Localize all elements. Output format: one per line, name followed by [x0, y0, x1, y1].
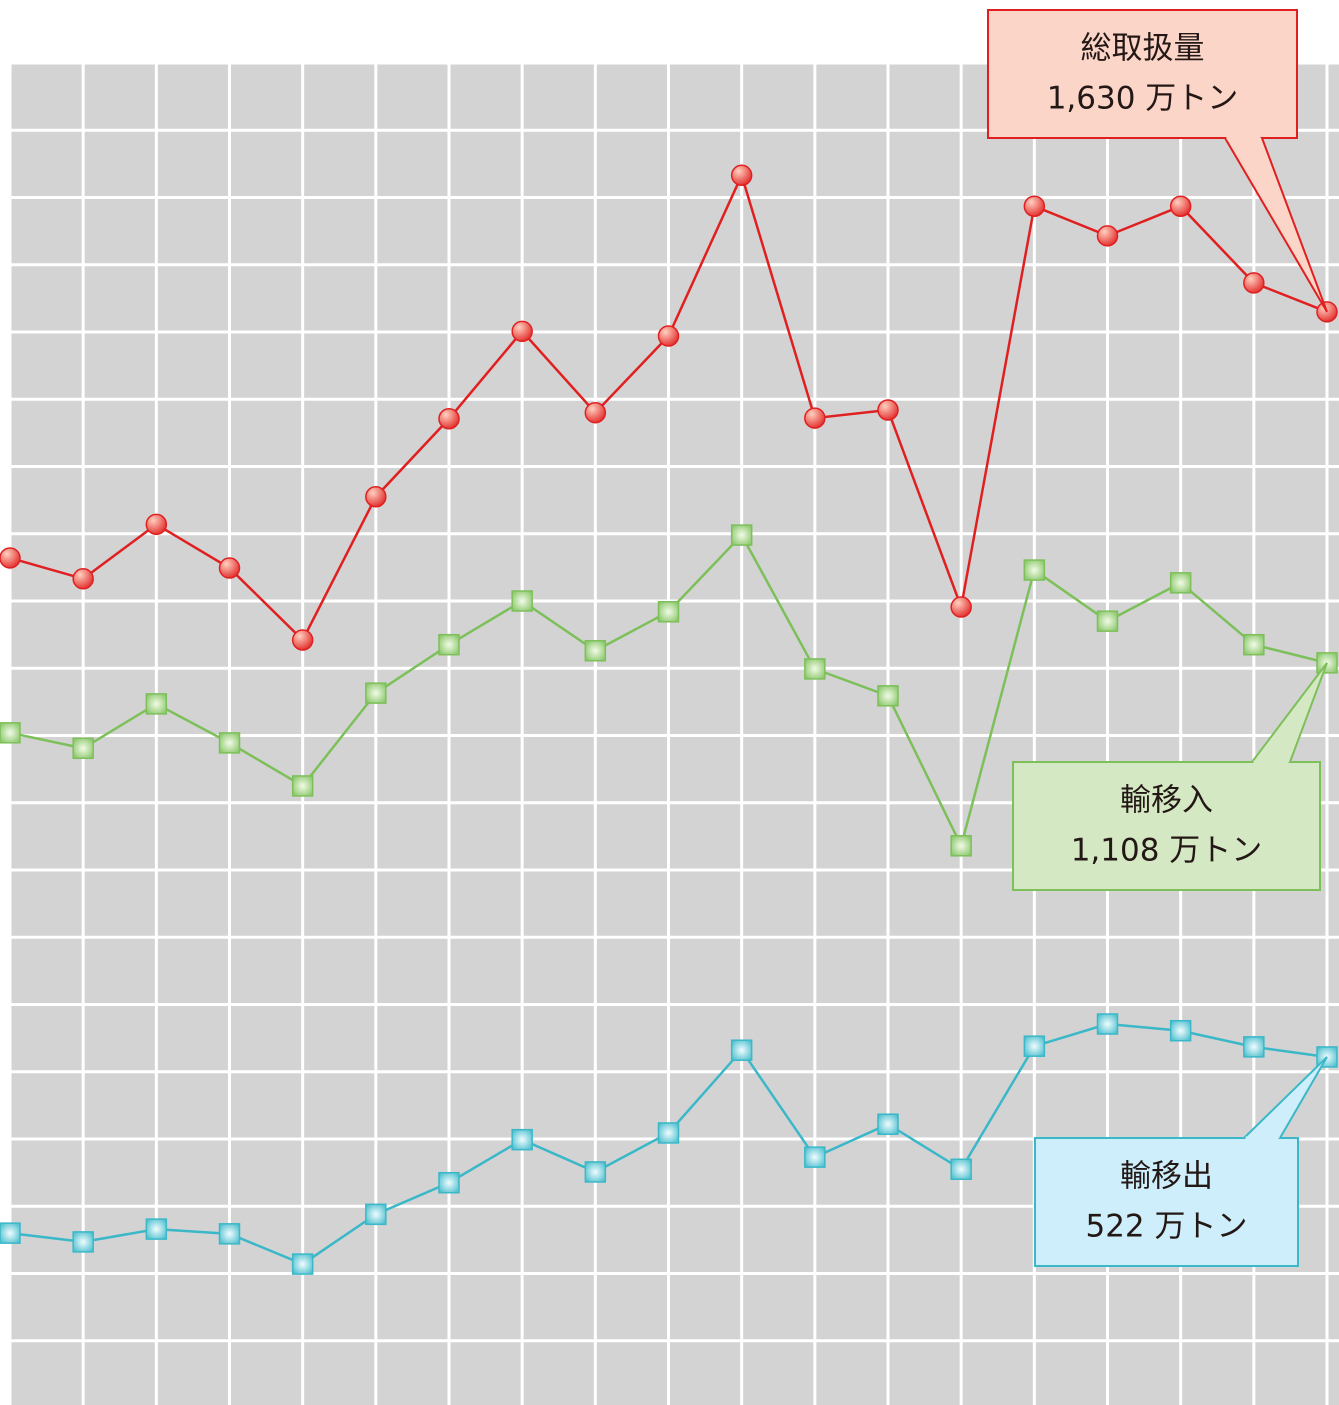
marker [1169, 195, 1192, 217]
marker [584, 640, 607, 662]
marker [730, 524, 753, 546]
marker [1243, 272, 1265, 294]
marker [584, 1161, 607, 1183]
callout [1034, 1137, 1299, 1267]
marker [1023, 195, 1046, 217]
callout-pointer [1251, 662, 1328, 763]
series-name: 輸移入 [1120, 783, 1213, 819]
marker [950, 835, 972, 857]
marker [511, 590, 533, 612]
marker [291, 775, 314, 797]
marker [1096, 610, 1119, 632]
callout-pointer [1224, 137, 1328, 313]
marker [218, 1223, 241, 1245]
value-label: 522 万トン [1085, 1209, 1247, 1245]
marker [0, 547, 21, 569]
marker [72, 1231, 94, 1253]
marker [730, 1039, 753, 1061]
marker [145, 693, 168, 715]
marker [877, 1113, 899, 1135]
callout [1012, 761, 1321, 891]
marker [365, 1203, 387, 1226]
callout-pointer [1243, 1056, 1328, 1139]
marker [438, 1171, 460, 1194]
marker [1243, 633, 1265, 656]
marker [1169, 572, 1192, 594]
marker [730, 164, 753, 187]
marker [438, 408, 460, 430]
marker [291, 629, 314, 651]
marker [584, 401, 607, 424]
marker [291, 1253, 314, 1275]
marker [145, 513, 168, 536]
marker [877, 399, 899, 421]
series-name: 輸移出 [1120, 1159, 1213, 1195]
marker [1023, 559, 1046, 581]
marker [72, 737, 94, 760]
callout [987, 9, 1298, 139]
marker [657, 601, 680, 623]
marker [218, 732, 241, 754]
marker [950, 596, 972, 618]
marker [804, 407, 826, 429]
value-label: 1,630 万トン [1047, 81, 1239, 117]
marker [877, 685, 899, 707]
marker [438, 633, 460, 656]
marker [218, 557, 241, 579]
marker [950, 1158, 972, 1181]
marker [657, 1122, 680, 1144]
series-name: 総取扱量 [1081, 31, 1205, 67]
marker [511, 320, 533, 343]
marker [804, 1146, 826, 1168]
marker [1096, 225, 1119, 247]
value-label: 1,108 万トン [1071, 833, 1263, 869]
marker [145, 1218, 168, 1240]
marker [1023, 1035, 1046, 1057]
marker [72, 568, 94, 590]
marker [804, 658, 826, 680]
marker [365, 682, 387, 704]
marker [365, 486, 387, 508]
marker [1096, 1013, 1119, 1035]
marker [511, 1128, 533, 1151]
marker [1169, 1019, 1192, 1042]
marker [1243, 1036, 1265, 1058]
marker [0, 1222, 21, 1244]
marker [0, 722, 21, 744]
marker [657, 325, 680, 347]
